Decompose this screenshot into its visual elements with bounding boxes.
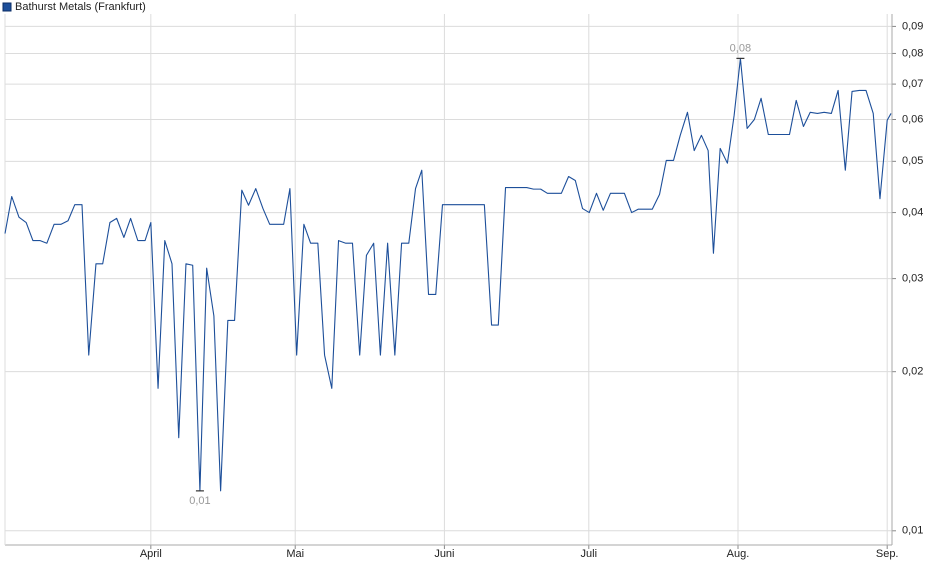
y-tick-label: 0,09 [902,20,923,32]
x-tick-label: April [140,548,162,560]
y-tick-label: 0,04 [902,206,923,218]
legend-label: Bathurst Metals (Frankfurt) [15,1,146,13]
y-tick-label: 0,06 [902,113,923,125]
x-tick-label: Aug. [727,548,750,560]
x-tick-label: Sep. [876,548,899,560]
y-tick-label: 0,01 [902,525,923,537]
y-tick-label: 0,02 [902,366,923,378]
price-line [4,57,892,492]
y-tick-label: 0,03 [902,273,923,285]
legend-swatch [2,2,12,12]
x-tick-label: Mai [286,548,304,560]
annotation-label: 0,08 [730,42,751,54]
y-tick-label: 0,05 [902,155,923,167]
y-tick-label: 0,07 [902,78,923,90]
y-tick-label: 0,08 [902,47,923,59]
x-tick-label: Juni [434,548,454,560]
x-tick-label: Juli [581,548,598,560]
annotation-label: 0,01 [189,495,210,507]
